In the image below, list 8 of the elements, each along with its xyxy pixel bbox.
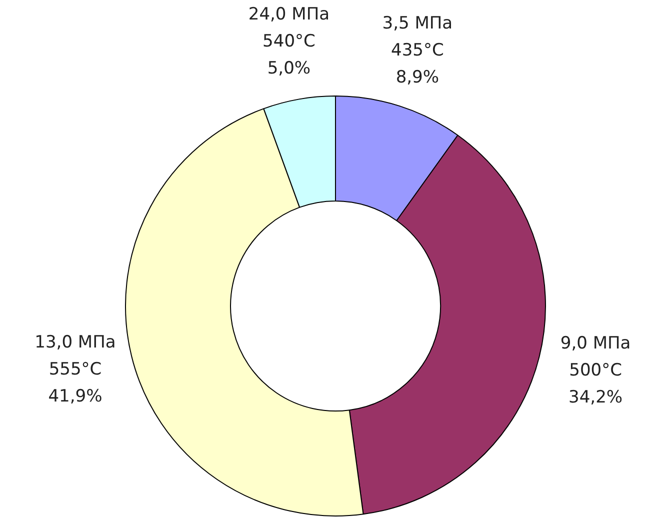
- slice-label: 24,0 МПа 540°C: [248, 4, 330, 52]
- slice-label: 3,5 МПа 435°C: [382, 13, 453, 60]
- slice-label: 9,0 МПа 500°C: [560, 333, 631, 380]
- data-label: 5,0%: [267, 58, 311, 78]
- data-label: 41,9%: [48, 386, 102, 406]
- data-label: 34,2%: [568, 387, 623, 408]
- data-label: 8,9%: [396, 67, 440, 88]
- slice-label: 13,0 МПа 555°C: [34, 332, 116, 380]
